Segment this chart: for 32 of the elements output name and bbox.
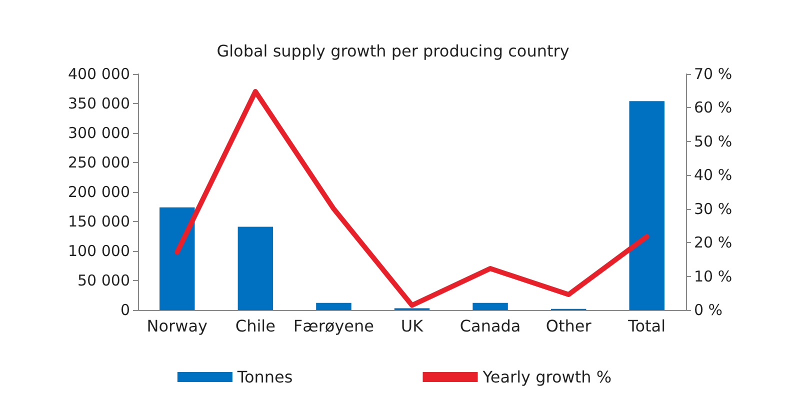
y-tick-label: 100 000 bbox=[68, 242, 130, 260]
y2-tick-label: 60 % bbox=[694, 98, 732, 117]
y-tick-label: 250 000 bbox=[68, 154, 130, 172]
chart-title: Global supply growth per producing country bbox=[216, 42, 570, 60]
x-tick-label: Canada bbox=[460, 316, 521, 336]
y2-tick-label: 10 % bbox=[694, 267, 732, 286]
y-tick-label: 150 000 bbox=[68, 212, 130, 230]
y-tick-label: 400 000 bbox=[68, 65, 130, 83]
y2-tick-label: 50 % bbox=[694, 132, 732, 150]
x-tick-label: Færøyene bbox=[293, 316, 374, 336]
y2-tick-label: 70 % bbox=[694, 65, 732, 83]
x-tick-label: Norway bbox=[146, 316, 208, 336]
y2-tick-label: 0 % bbox=[694, 301, 723, 319]
y2-tick-label: 40 % bbox=[694, 166, 732, 184]
y-tick-label: 200 000 bbox=[68, 183, 130, 201]
bar bbox=[160, 207, 195, 310]
y2-tick-label: 20 % bbox=[694, 234, 732, 252]
y-tick-label: 350 000 bbox=[68, 94, 130, 112]
legend-label: Tonnes bbox=[236, 368, 293, 386]
bar bbox=[316, 302, 352, 310]
bar bbox=[238, 226, 274, 310]
legend-label: Yearly growth % bbox=[482, 368, 612, 386]
y2-tick-label: 30 % bbox=[694, 200, 732, 218]
bar bbox=[629, 101, 664, 310]
x-tick-label: Chile bbox=[235, 316, 276, 336]
y-tick-label: 300 000 bbox=[68, 124, 130, 142]
bar bbox=[472, 302, 508, 310]
y-tick-label: 50 000 bbox=[78, 272, 130, 290]
x-tick-label: UK bbox=[400, 316, 424, 336]
y-tick-label: 0 bbox=[120, 301, 130, 319]
x-tick-label: Total bbox=[627, 316, 666, 336]
x-tick-label: Other bbox=[546, 316, 592, 336]
